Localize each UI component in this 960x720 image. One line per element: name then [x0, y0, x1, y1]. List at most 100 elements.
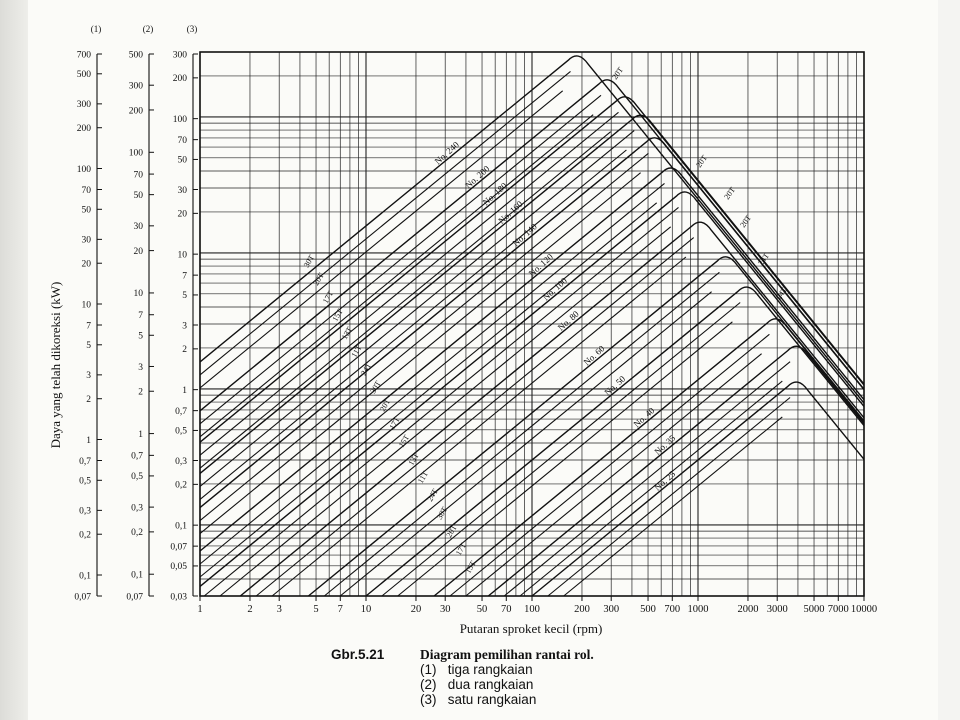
x-axis-title: Putaran sproket kecil (rpm) — [460, 621, 603, 636]
chain-curve — [239, 221, 865, 597]
power-axis-tick-label: 2 — [86, 395, 91, 405]
power-axis-tick-label: 20 — [134, 247, 144, 257]
power-axis-tick-label: 200 — [129, 106, 144, 116]
x-tick-label: 5000 — [804, 604, 825, 615]
power-axis-tick-label: 30 — [134, 222, 144, 232]
x-tick-label: 700 — [664, 604, 680, 615]
tooth-count-line — [271, 256, 687, 597]
tooth-count-line — [199, 70, 571, 376]
power-axis-tick-label: 5 — [86, 341, 91, 351]
y-axis-title: Daya yang telah dikoreksi (kW) — [48, 282, 63, 449]
teeth-label: 20T — [378, 397, 392, 413]
x-tick-label: 20 — [411, 604, 422, 615]
power-axis-tick-label: 0,7 — [175, 407, 187, 417]
tooth-count-line — [449, 333, 770, 597]
x-tick-label: 200 — [574, 604, 590, 615]
tooth-count-line — [199, 90, 564, 389]
power-axis-tick-label: 0,2 — [79, 531, 91, 541]
power-axis-tick-label: 10 — [134, 289, 144, 299]
power-axis-tick-label: 30 — [82, 236, 92, 246]
tooth-count-line — [199, 130, 635, 487]
power-axis-tick-label: 5 — [182, 291, 187, 301]
tooth-count-line — [199, 149, 627, 500]
power-axis-tick-label: 0,1 — [131, 571, 143, 581]
power-axis-tick-label: 0,7 — [131, 452, 143, 462]
power-axis-tick-label: 3 — [138, 363, 143, 373]
legend-text: satu rangkaian — [447, 692, 537, 707]
series-label: No. 120 — [527, 251, 556, 278]
power-axis-tick-label: 100 — [129, 149, 144, 159]
x-tick-label: 10 — [361, 604, 372, 615]
figure-title: Diagram pemilihan rantai rol. — [420, 647, 594, 662]
legend-item: (3) satu rangkaian — [331, 692, 751, 707]
x-tick-label: 300 — [603, 604, 619, 615]
x-tick-label: 50 — [477, 604, 488, 615]
legend-text: dua rangkaian — [447, 677, 534, 692]
chain-curves — [199, 55, 865, 597]
x-tick-label: 500 — [640, 604, 656, 615]
tooth-count-line — [397, 321, 733, 597]
figure-number: Gbr.5.21 — [331, 647, 385, 662]
tooth-count-line — [503, 361, 791, 597]
power-axis-tick-label: 700 — [77, 50, 92, 60]
power-axis-tick-label: 0,2 — [131, 528, 143, 538]
power-axis-tick-label: 0,3 — [175, 457, 187, 467]
x-tick-label: 10000 — [851, 604, 877, 615]
legend-text: tiga rangkaian — [447, 662, 533, 677]
power-axis-header: (1) — [91, 24, 102, 34]
power-axis-tick-label: 50 — [178, 156, 188, 166]
chain-curve — [487, 345, 865, 597]
chain-curve — [199, 79, 865, 412]
teeth-label: 20T — [694, 153, 709, 169]
caption-heading: Gbr.5.21 Diagram pemilihan rantai rol. — [331, 647, 751, 662]
power-axis-tick-label: 300 — [77, 100, 92, 110]
tooth-count-line — [547, 397, 791, 597]
power-axis-header: (2) — [143, 24, 154, 34]
power-axis-tick-label: 0,1 — [79, 571, 91, 581]
x-tick-label: 5 — [313, 604, 318, 615]
series-label: No. 200 — [463, 163, 492, 190]
power-axis-tick-label: 20 — [178, 210, 188, 220]
power-axis-tick-label: 7 — [182, 271, 187, 281]
power-axis-tick-label: 0,5 — [79, 477, 91, 487]
power-axis-tick-label: 2 — [182, 345, 187, 355]
tooth-count-line — [199, 114, 594, 438]
power-axis-tick-label: 50 — [134, 191, 144, 201]
power-axis-tick-label: 30 — [178, 186, 188, 196]
tooth-count-line — [339, 291, 712, 597]
power-axis-tick-label: 300 — [129, 82, 144, 92]
chain-curve — [199, 96, 865, 443]
legend-marker: (1) — [420, 662, 437, 677]
tooth-count-line — [199, 94, 602, 425]
tooth-count-line — [199, 172, 641, 535]
x-tick-label: 70 — [501, 604, 512, 615]
paper-sheet — [28, 0, 938, 720]
x-tick-label: 3000 — [767, 604, 788, 615]
power-axis-tick-label: 200 — [173, 74, 188, 84]
teeth-label: 20T — [610, 65, 625, 81]
series-label: No. 240 — [433, 139, 462, 166]
power-axis-tick-label: 5 — [138, 332, 143, 342]
figure-caption: Gbr.5.21 Diagram pemilihan rantai rol. (1… — [331, 647, 751, 707]
power-axis-tick-label: 0,5 — [131, 472, 143, 482]
teeth-label: 11T — [416, 469, 430, 485]
plot-grid — [199, 51, 865, 597]
chain-curve — [365, 286, 865, 597]
x-tick-label: 30 — [440, 604, 451, 615]
tooth-count-line — [465, 353, 762, 597]
power-axis-tick-label: 0,07 — [74, 592, 91, 602]
tooth-count-line — [199, 152, 649, 522]
tooth-count-line — [199, 131, 612, 469]
x-tick-label: 1000 — [688, 604, 709, 615]
tooth-count-line — [199, 202, 658, 578]
chain-curve — [433, 318, 865, 597]
teeth-label: 17T — [387, 415, 401, 431]
power-axis-tick-label: 50 — [82, 206, 92, 216]
teeth-label: 20T — [738, 213, 753, 229]
chain-curve — [307, 256, 865, 597]
power-axis-tick-label: 3 — [182, 321, 187, 331]
teeth-label: 30T — [368, 379, 382, 395]
teeth-label: 15T — [397, 433, 411, 449]
x-tick-label: 1 — [197, 604, 202, 615]
